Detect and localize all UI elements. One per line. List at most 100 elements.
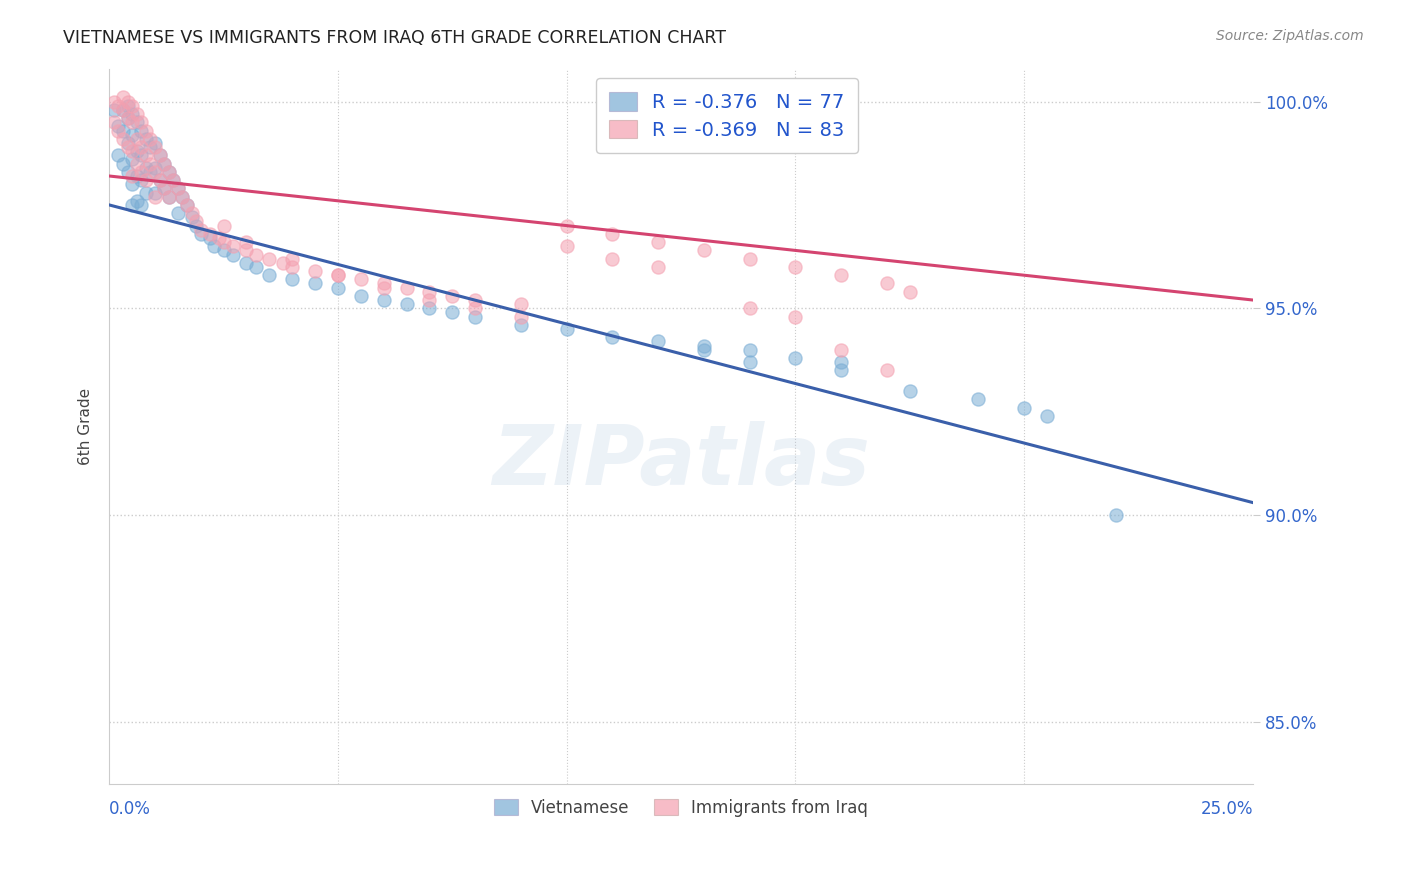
Point <box>121 169 143 183</box>
Point <box>235 235 257 249</box>
Point <box>198 227 221 241</box>
Point <box>117 140 139 154</box>
Point <box>135 173 157 187</box>
Point <box>967 392 990 407</box>
Point <box>111 132 134 146</box>
Point <box>117 111 139 125</box>
Point <box>876 277 898 291</box>
Point <box>204 239 226 253</box>
Point <box>139 165 162 179</box>
Point <box>245 260 267 274</box>
Point <box>326 268 349 283</box>
Point <box>135 161 157 175</box>
Point <box>125 145 148 159</box>
Point <box>693 338 716 352</box>
Point <box>418 285 440 299</box>
Point <box>153 156 176 170</box>
Point <box>190 227 212 241</box>
Point <box>111 103 134 117</box>
Point <box>157 165 180 179</box>
Point <box>212 235 235 249</box>
Point <box>222 239 245 253</box>
Point <box>693 244 716 258</box>
Point <box>176 198 198 212</box>
Point <box>176 198 198 212</box>
Point <box>693 343 716 357</box>
Point <box>647 260 669 274</box>
Point <box>135 123 157 137</box>
Point <box>373 293 395 307</box>
Point <box>139 132 162 146</box>
Point <box>510 318 533 332</box>
Point <box>464 301 486 316</box>
Point <box>738 252 761 266</box>
Text: 0.0%: 0.0% <box>110 800 150 818</box>
Point <box>107 99 129 113</box>
Point <box>167 181 190 195</box>
Point <box>602 252 624 266</box>
Point <box>129 198 152 212</box>
Point <box>111 123 134 137</box>
Point <box>326 268 349 283</box>
Point <box>395 297 418 311</box>
Point <box>121 128 143 142</box>
Point <box>190 223 212 237</box>
Point <box>167 206 190 220</box>
Point <box>117 165 139 179</box>
Point <box>135 148 157 162</box>
Point <box>172 189 194 203</box>
Text: ZIPatlas: ZIPatlas <box>492 421 870 502</box>
Point <box>510 297 533 311</box>
Point <box>647 334 669 349</box>
Point <box>139 140 162 154</box>
Point <box>259 252 281 266</box>
Point <box>186 219 208 233</box>
Point <box>738 301 761 316</box>
Point <box>198 231 221 245</box>
Point <box>464 293 486 307</box>
Point <box>281 272 304 286</box>
Point <box>281 252 304 266</box>
Point <box>157 189 180 203</box>
Point <box>143 189 166 203</box>
Point <box>121 145 143 159</box>
Point <box>281 260 304 274</box>
Point <box>121 115 143 129</box>
Point <box>830 343 852 357</box>
Point <box>117 99 139 113</box>
Point <box>125 194 148 208</box>
Point <box>167 181 190 195</box>
Point <box>129 140 152 154</box>
Point <box>103 95 125 109</box>
Point <box>186 214 208 228</box>
Point <box>162 173 184 187</box>
Point <box>143 140 166 154</box>
Point <box>898 285 921 299</box>
Point <box>143 161 166 175</box>
Point <box>135 186 157 200</box>
Point <box>555 239 578 253</box>
Point <box>555 219 578 233</box>
Point <box>898 384 921 398</box>
Point <box>107 148 129 162</box>
Legend: Vietnamese, Immigrants from Iraq: Vietnamese, Immigrants from Iraq <box>486 791 876 825</box>
Point <box>129 165 152 179</box>
Point <box>162 173 184 187</box>
Point <box>129 173 152 187</box>
Point <box>129 148 152 162</box>
Point <box>148 148 170 162</box>
Point <box>153 181 176 195</box>
Point <box>830 363 852 377</box>
Text: Source: ZipAtlas.com: Source: ZipAtlas.com <box>1216 29 1364 43</box>
Point <box>326 280 349 294</box>
Point <box>117 111 139 125</box>
Point <box>111 90 134 104</box>
Point <box>1036 409 1059 423</box>
Point <box>304 264 326 278</box>
Point <box>103 115 125 129</box>
Point <box>876 363 898 377</box>
Point <box>125 115 148 129</box>
Point <box>172 189 194 203</box>
Point <box>125 156 148 170</box>
Point <box>441 305 464 319</box>
